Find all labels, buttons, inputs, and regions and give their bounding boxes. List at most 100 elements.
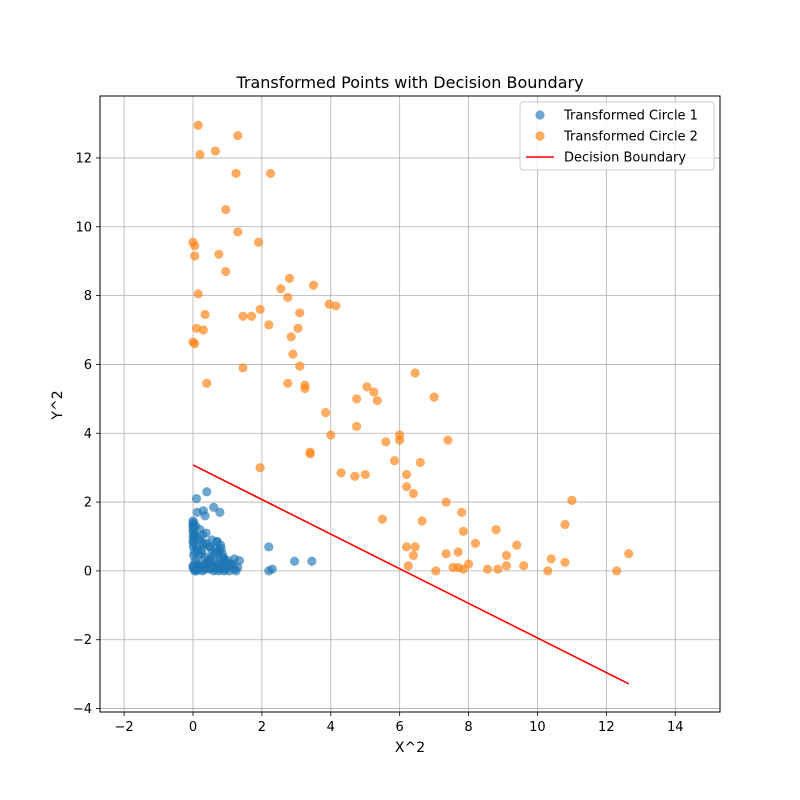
scatter-point: [188, 525, 198, 535]
scatter-point: [519, 561, 529, 571]
scatter-point: [210, 146, 220, 156]
scatter-point: [381, 437, 391, 447]
scatter-point: [612, 566, 622, 576]
scatter-point: [336, 468, 346, 478]
scatter-point: [233, 562, 243, 573]
y-tick-label: 6: [84, 358, 92, 373]
scatter-point: [501, 550, 512, 561]
chart-title: Transformed Points with Decision Boundar…: [235, 73, 583, 92]
legend-label: Decision Boundary: [564, 151, 686, 166]
scatter-point: [255, 304, 265, 314]
plot-frame: [99, 95, 721, 713]
scatter-point: [448, 562, 458, 573]
scatter-point: [408, 488, 419, 499]
x-axis-ticks: −2 0 2 4 6 8 10 12 14: [115, 712, 683, 735]
series-2: [188, 120, 634, 576]
scatter-point: [238, 311, 248, 321]
scatter-point: [193, 289, 203, 299]
scatter-point: [567, 495, 577, 505]
scatter-point: [457, 507, 467, 518]
scatter-point: [362, 382, 372, 392]
scatter-point: [401, 469, 412, 480]
scatter-point: [395, 435, 405, 445]
legend-label: Transformed Circle 2: [563, 130, 698, 145]
scatter-point: [231, 168, 241, 179]
scatter-point: [482, 564, 493, 574]
scatter-point: [201, 528, 211, 538]
scatter-point: [410, 542, 420, 552]
y-tick-label: 0: [84, 564, 92, 579]
scatter-point: [401, 542, 412, 552]
scatter-point: [350, 471, 360, 481]
scatter-point: [198, 538, 208, 548]
x-tick-label: 0: [189, 720, 197, 735]
scatter-point: [290, 556, 300, 566]
scatter-point: [441, 497, 451, 507]
scatter-point: [286, 332, 296, 342]
scatter-point: [253, 237, 264, 247]
scatter-point: [191, 494, 202, 504]
scatter-point: [352, 394, 362, 404]
scatter-point: [441, 549, 451, 559]
scatter-point: [189, 535, 199, 545]
x-tick-label: 10: [529, 720, 546, 735]
scatter-point: [491, 525, 501, 535]
legend: Transformed Circle 1 Transformed Circle 2…: [519, 101, 715, 171]
scatter-point: [431, 566, 441, 576]
scatter-point: [205, 554, 215, 564]
y-tick-label: −4: [73, 702, 92, 717]
scatter-point: [190, 251, 200, 261]
scatter-point: [429, 392, 439, 402]
x-tick-label: 6: [396, 720, 404, 735]
scatter-point: [188, 561, 198, 571]
y-axis-label: Y^2: [50, 390, 66, 420]
scatter-point: [403, 561, 413, 571]
scatter-point: [283, 378, 293, 388]
scatter-point: [470, 538, 481, 548]
scatter-point: [360, 469, 370, 480]
scatter-point: [191, 323, 202, 333]
scatter-point: [624, 549, 634, 559]
decision-boundary-line: [192, 464, 630, 685]
scatter-point: [212, 557, 222, 567]
scatter-point: [209, 502, 219, 512]
y-axis-ticks: −4 −2 0 2 4 6 8 10 12: [73, 151, 100, 717]
scatter-point: [295, 361, 305, 371]
y-tick-label: 12: [75, 151, 92, 166]
scatter-point: [264, 320, 274, 330]
x-tick-label: 4: [327, 720, 335, 735]
x-tick-label: 8: [464, 720, 472, 735]
y-tick-label: 10: [75, 220, 92, 235]
scatter-point: [207, 535, 217, 545]
scatter-point: [493, 564, 503, 574]
scatter-point: [543, 566, 553, 576]
series-1: [188, 487, 317, 576]
scatter-point: [369, 387, 379, 397]
scatter-point: [331, 301, 341, 311]
scatter-point: [193, 120, 203, 130]
legend-box: [519, 101, 715, 171]
scatter-point: [238, 363, 248, 373]
scatter-point: [264, 542, 274, 552]
scatter-point: [501, 561, 512, 571]
scatter-point: [214, 249, 224, 259]
scatter-point: [443, 435, 453, 445]
grid: [100, 96, 720, 712]
scatter-point: [194, 550, 204, 561]
x-axis-label: X^2: [395, 740, 425, 756]
scatter-point: [276, 284, 286, 294]
scatter-point: [255, 463, 265, 473]
x-tick-label: 2: [258, 720, 266, 735]
scatter-point: [453, 547, 463, 557]
scatter-point: [190, 339, 200, 349]
scatter-point: [463, 559, 474, 569]
scatter-point: [233, 227, 243, 237]
scatter-point: [202, 487, 212, 497]
scatter-point: [246, 311, 257, 321]
scatter-point: [215, 507, 225, 518]
scatter-point: [305, 449, 315, 459]
scatter-point: [377, 514, 388, 524]
scatter-point: [284, 273, 295, 283]
scatter-point: [195, 149, 205, 160]
